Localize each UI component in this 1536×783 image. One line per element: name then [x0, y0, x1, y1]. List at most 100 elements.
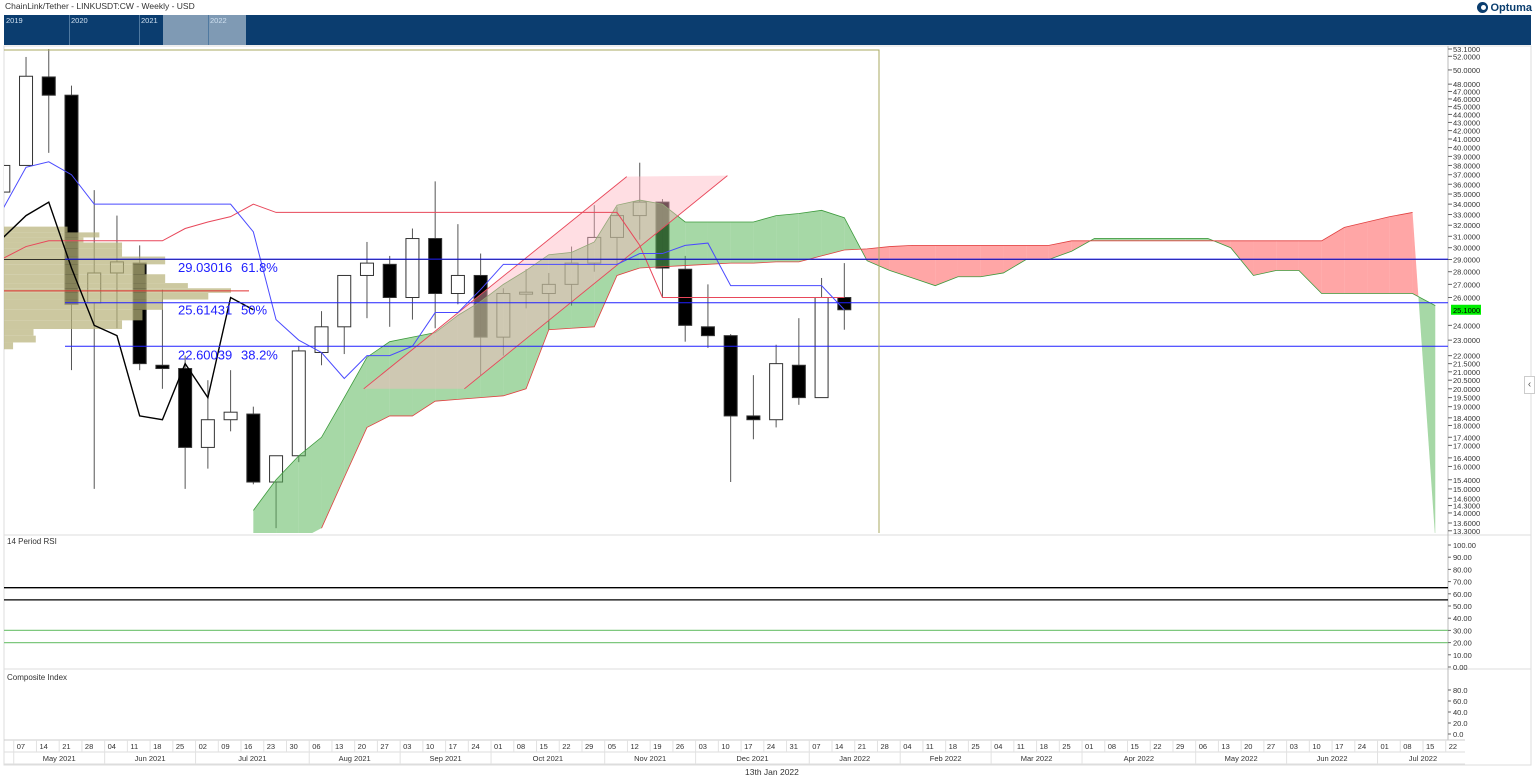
x-tick-label: 29: [585, 742, 593, 751]
y-tick-label: 29.0000: [1453, 255, 1480, 264]
y-tick-label: 17.0000: [1453, 441, 1480, 450]
candle[interactable]: [337, 274, 352, 355]
candle[interactable]: [200, 380, 215, 469]
rsi-tick-label: 60.00: [1453, 590, 1472, 599]
navigator-selection[interactable]: [163, 15, 246, 45]
candle[interactable]: [223, 370, 238, 432]
x-month-label: Oct 2021: [533, 754, 563, 763]
volume-profile-bar: [4, 299, 163, 310]
x-tick-label: 09: [221, 742, 229, 751]
navigator-divider: [208, 15, 209, 45]
y-tick-label: 15.0000: [1453, 485, 1480, 494]
candle-body: [200, 419, 215, 448]
cloud-segment: [1117, 238, 1140, 241]
price-pane[interactable]: 29.03016 61.8% 25.61431 50% 22.60039 38.2%: [0, 49, 1448, 738]
chikou-span-line: [4, 201, 254, 421]
rsi-line: [3, 578, 844, 618]
y-tick-label: 27.0000: [1453, 280, 1480, 289]
volume-profile-bar: [4, 342, 14, 350]
composite-index-line: [3, 681, 844, 738]
x-tick-label: 08: [1108, 742, 1116, 751]
cloud-segment: [571, 241, 595, 329]
cloud-segment: [776, 213, 799, 262]
x-tick-label: 12: [630, 742, 638, 751]
volume-profile-bar: [4, 226, 68, 233]
candle[interactable]: [723, 334, 738, 483]
candles: [0, 49, 852, 529]
cloud-segment: [1162, 238, 1186, 241]
y-tick-label: 20.5000: [1453, 376, 1480, 385]
x-tick-label: 15: [1131, 742, 1139, 751]
x-month-label: Jan 2022: [839, 754, 870, 763]
candle[interactable]: [837, 263, 852, 330]
cloud-segment: [1412, 212, 1419, 297]
candle-body: [746, 415, 761, 421]
candle[interactable]: [178, 355, 193, 489]
x-tick-label: 22: [1449, 742, 1457, 751]
candle[interactable]: [678, 255, 693, 342]
candle[interactable]: [0, 161, 11, 194]
cloud-segment: [798, 210, 822, 262]
volume-profile-bar: [4, 242, 123, 249]
cloud-segment: [1230, 240, 1254, 276]
candle-body: [428, 238, 443, 295]
x-tick-label: 20: [358, 742, 366, 751]
candle[interactable]: [428, 181, 443, 329]
candle[interactable]: [405, 228, 420, 320]
volume-profile-bar: [4, 320, 123, 330]
logo-icon: [1477, 2, 1489, 13]
cloud-segment: [935, 245, 958, 286]
cloud-segment: [276, 455, 299, 533]
composite-tick-label: 40.0: [1453, 708, 1468, 717]
date-navigator[interactable]: 2019 2020 2021 2022: [4, 15, 1531, 45]
navigator-year: 2020: [71, 16, 88, 25]
collapse-panel-button[interactable]: ‹: [1524, 376, 1535, 394]
y-tick-label: 41.0000: [1453, 135, 1480, 144]
cloud-segment: [548, 252, 572, 330]
cloud-segment: [1185, 238, 1208, 241]
y-tick-label: 28.0000: [1453, 268, 1480, 277]
candle[interactable]: [246, 406, 261, 485]
x-axis[interactable]: 07 14 21 28 May 2021 04 11 18 25 Jun 2021 02 09 16 23…: [13, 740, 1457, 764]
candle[interactable]: [769, 344, 784, 428]
composite-tick-label: 0.0: [1453, 730, 1463, 739]
x-month-label: Nov 2021: [634, 754, 666, 763]
x-tick-label: 16: [244, 742, 252, 751]
candle-body: [178, 368, 193, 448]
x-tick-label: 03: [1290, 742, 1298, 751]
candle[interactable]: [41, 49, 56, 153]
candle[interactable]: [791, 318, 806, 405]
candle[interactable]: [291, 346, 306, 463]
candle[interactable]: [19, 56, 34, 166]
volume-profile-bar: [4, 237, 84, 243]
volume-profile-bar: [4, 248, 123, 257]
candle[interactable]: [746, 375, 761, 440]
x-tick-label: 28: [85, 742, 93, 751]
candle-body: [291, 350, 306, 457]
candle[interactable]: [359, 241, 374, 319]
volume-profile-bar: [4, 256, 166, 265]
rsi-tick-label: 80.00: [1453, 565, 1472, 574]
cloud-segment: [1344, 221, 1368, 294]
candle-body: [769, 363, 784, 421]
x-month-label: Apr 2022: [1124, 754, 1154, 763]
rsi-tick-label: 90.00: [1453, 553, 1472, 562]
candle[interactable]: [382, 255, 397, 327]
cloud-segment: [1048, 240, 1072, 260]
current-price-label: 25.1000: [1453, 306, 1480, 315]
y-tick-label: 31.0000: [1453, 232, 1480, 241]
candle-body: [814, 296, 829, 399]
y-tick-label: 16.4000: [1453, 454, 1480, 463]
y-tick-label: 34.0000: [1453, 200, 1480, 209]
x-tick-label: 03: [403, 742, 411, 751]
x-tick-label: 26: [676, 742, 684, 751]
candle[interactable]: [450, 224, 465, 305]
candle[interactable]: [700, 284, 715, 348]
trend-channel-lower[interactable]: [464, 175, 728, 390]
x-tick-label: 08: [1403, 742, 1411, 751]
y-tick-label: 35.0000: [1453, 190, 1480, 199]
candle[interactable]: [814, 277, 829, 399]
x-tick-label: 01: [1381, 742, 1389, 751]
fib-level-percent: 50%: [241, 303, 267, 318]
